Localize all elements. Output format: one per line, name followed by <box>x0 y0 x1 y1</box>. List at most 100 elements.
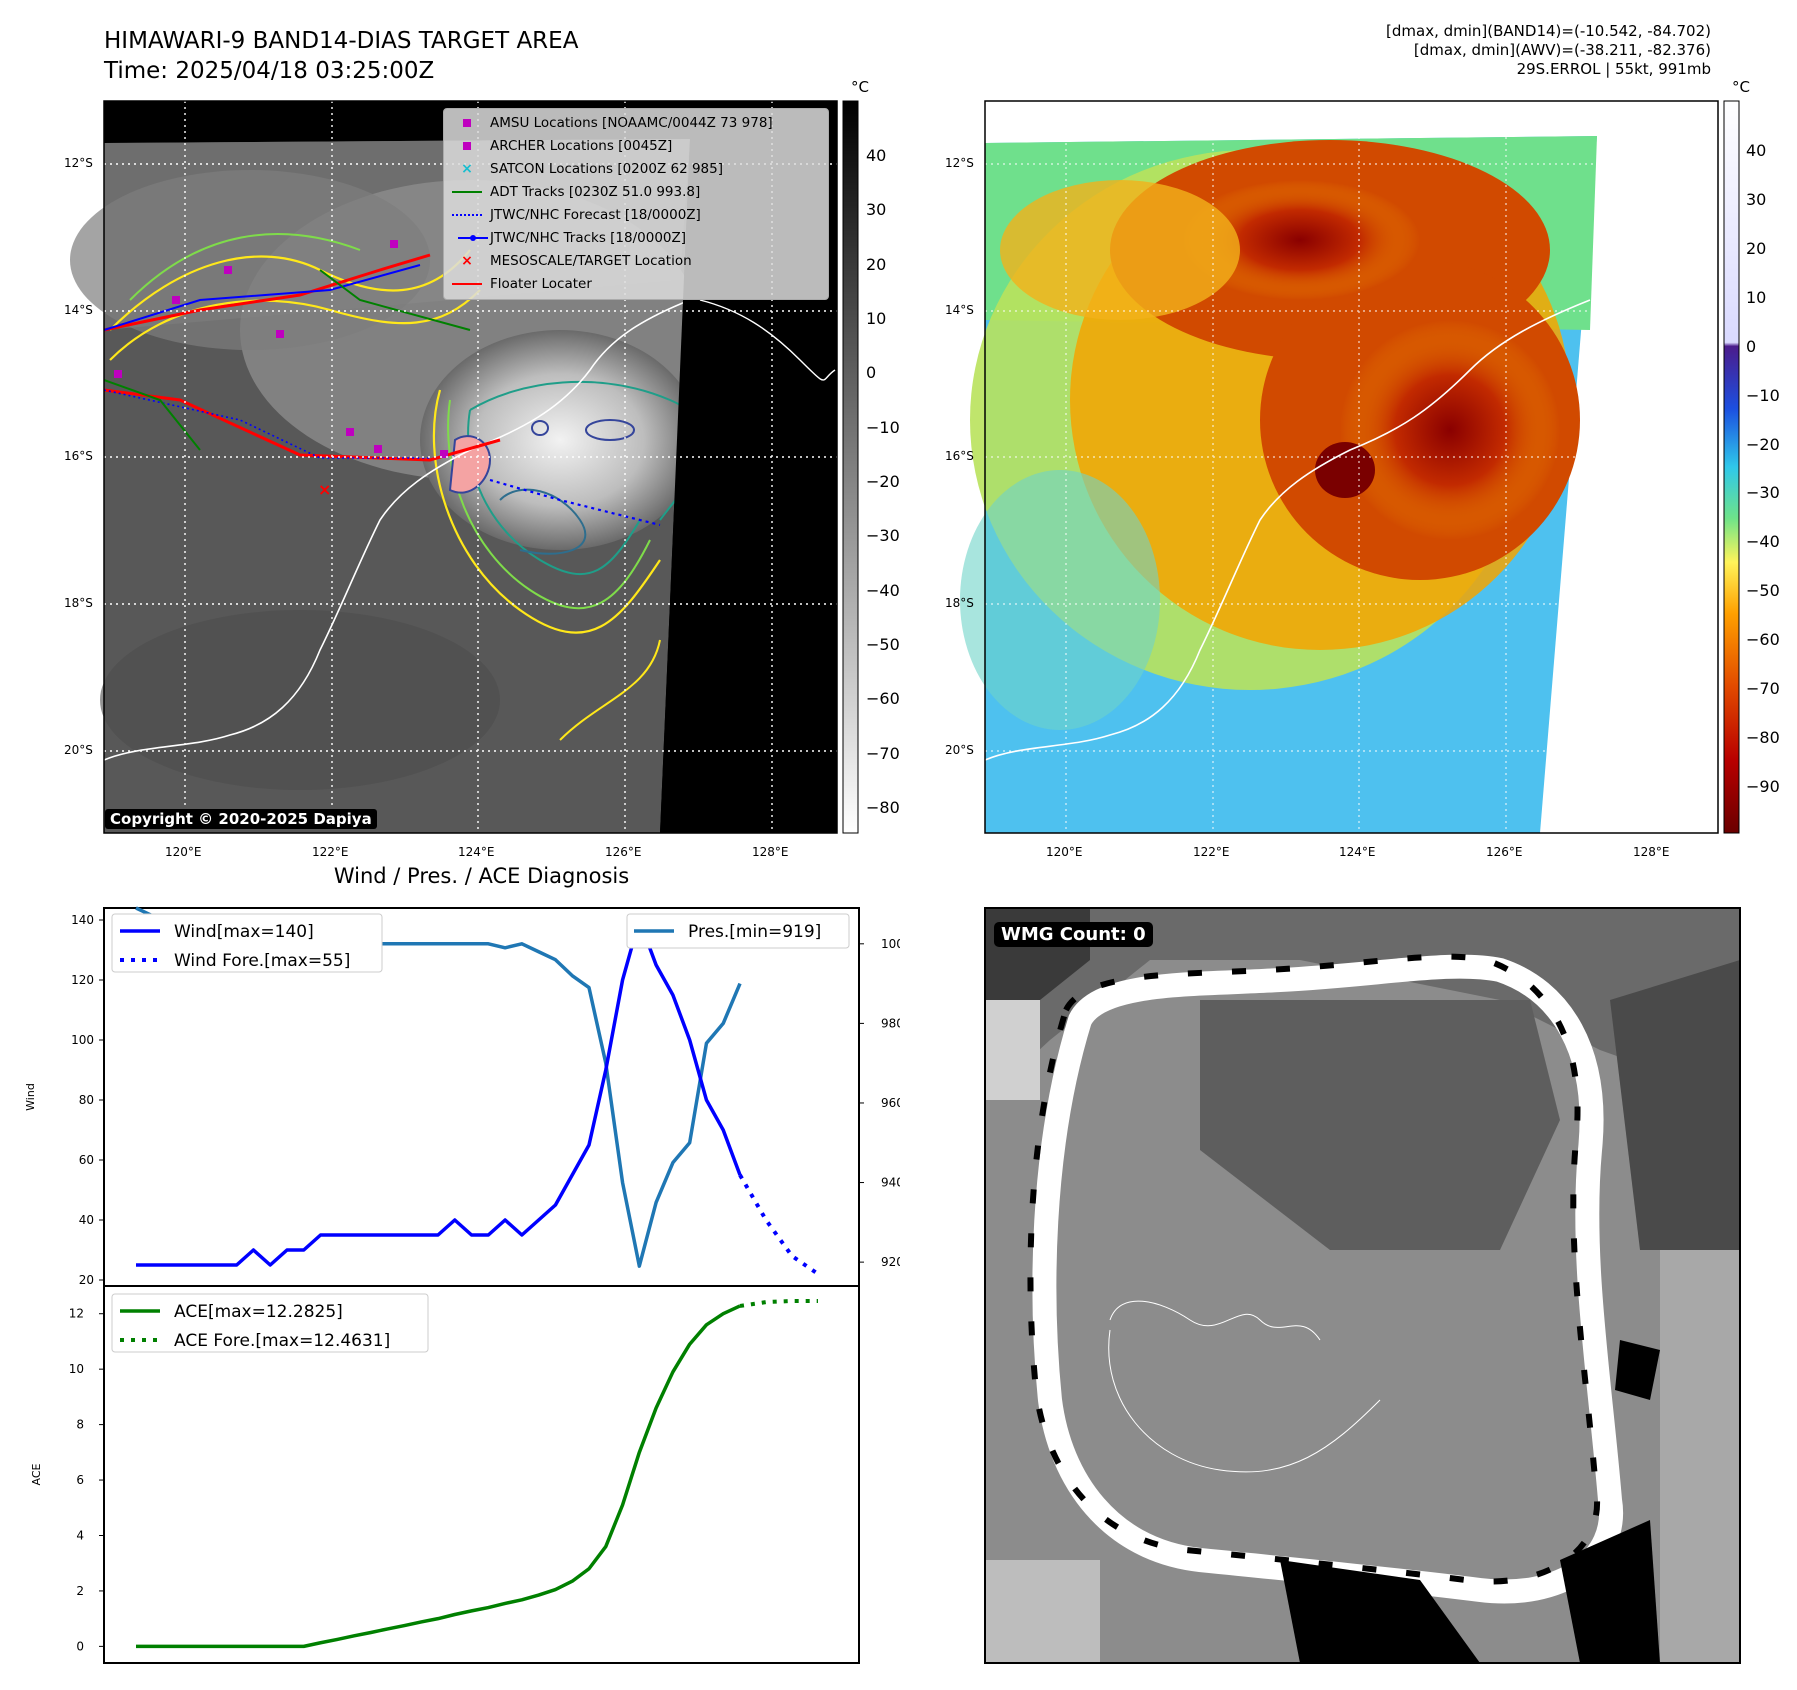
legend-entry: AMSU Locations [NOAAMC/0044Z 73 978] <box>450 113 773 133</box>
colorbar-tick: −70 <box>1746 679 1780 699</box>
colorbar-tick: −20 <box>866 472 900 491</box>
ace-legend-box <box>111 1293 429 1353</box>
ace-tick-label: 10 <box>69 1362 84 1376</box>
legend-label: JTWC/NHC Tracks [18/0000Z] <box>490 230 687 246</box>
pressure-legend-box <box>626 913 850 949</box>
wind-tick-label: 80 <box>79 1093 94 1107</box>
svg-text:×: × <box>318 480 331 499</box>
colorbar-tick: 30 <box>866 200 887 220</box>
ace-legend-label: ACE[max=12.2825] <box>174 1302 343 1322</box>
colorbar-tick: −50 <box>866 635 900 654</box>
legend-marker-icon <box>450 207 484 223</box>
wind-tick-label: 40 <box>79 1213 94 1227</box>
legend-marker-icon <box>450 276 484 292</box>
lat-label: 20°S <box>945 743 974 757</box>
info-line-storm: 29S.ERROL | 55kt, 991mb <box>1516 60 1711 78</box>
wind-legend-label: Wind[max=140] <box>174 922 314 942</box>
wind-axis-label: Wind <box>24 1083 37 1111</box>
lon-label: 128°E <box>752 845 789 859</box>
ace-tick-label: 0 <box>76 1639 84 1653</box>
ace-tick-label: 2 <box>76 1584 84 1598</box>
legend-marker-icon <box>450 230 488 246</box>
lon-label: 122°E <box>312 845 349 859</box>
wind-tick-label: 120 <box>71 973 94 987</box>
info-line-awv: [dmax, dmin](AWV)=(-38.211, -82.376) <box>1413 41 1711 59</box>
colorbar-tick: 40 <box>866 146 887 165</box>
colorbar-tick: 30 <box>1746 189 1767 209</box>
wind-tick-label: 140 <box>71 913 94 927</box>
ace-series-line <box>136 1304 741 1649</box>
legend-entry: Floater Locater <box>450 274 592 294</box>
legend-label: Floater Locater <box>490 276 592 292</box>
legend-label: AMSU Locations [NOAAMC/0044Z 73 978] <box>490 115 773 131</box>
ace-tick-label: 6 <box>76 1473 84 1487</box>
diagnosis-chart: 20406080100120140Wind9209409609801000Pre… <box>24 906 900 1664</box>
copyright-label: Copyright © 2020-2025 Dapiya <box>105 809 377 829</box>
colorbar-tick: −80 <box>866 798 900 817</box>
lon-label: 124°E <box>458 845 495 859</box>
pressure-tick-label: 960 <box>881 1096 900 1110</box>
ace-forecast-legend-label: ACE Fore.[max=12.4631] <box>174 1331 390 1351</box>
legend-label: ARCHER Locations [0045Z] <box>490 138 673 154</box>
colorbar-tick: −80 <box>1746 728 1780 748</box>
wmg-count-badge: WMG Count: 0 <box>994 922 1153 947</box>
pressure-legend-label: Pres.[min=919] <box>688 922 821 942</box>
legend-label: SATCON Locations [0200Z 62 985] <box>490 161 723 177</box>
wind-tick-label: 100 <box>71 1033 94 1047</box>
colorbar-tick: −50 <box>1746 581 1780 601</box>
header-info: [dmax, dmin](BAND14)=(-10.542, -84.702) … <box>1386 22 1711 79</box>
colorbar-tick: −70 <box>866 743 900 763</box>
colorbar-tick: 10 <box>1746 287 1767 307</box>
colorbar-tick: −20 <box>1746 434 1780 454</box>
pressure-tick-label: 940 <box>881 1176 900 1190</box>
ir-map-legend: AMSU Locations [NOAAMC/0044Z 73 978] ARCH… <box>443 108 829 300</box>
colorbar-tick: −90 <box>1746 777 1780 796</box>
awv-map-panel <box>960 100 1740 834</box>
legend-marker-icon: × <box>461 161 473 177</box>
lat-label: 20°S <box>64 743 93 757</box>
colorbar-tick: 20 <box>1746 238 1767 258</box>
colorbar-tick: 40 <box>1746 141 1767 160</box>
lat-label: 16°S <box>945 449 974 463</box>
colorbar-tick: −40 <box>1746 532 1780 552</box>
lon-label: 124°E <box>1339 845 1376 859</box>
legend-entry: × SATCON Locations [0200Z 62 985] <box>450 159 723 179</box>
legend-marker-icon <box>450 138 484 154</box>
pressure-tick-label: 1000 <box>881 937 900 951</box>
header-title-line2: Time: 2025/04/18 03:25:00Z <box>104 58 435 84</box>
ir-map-panel: × <box>70 100 859 834</box>
wind-tick-label: 20 <box>79 1273 94 1287</box>
lat-label: 14°S <box>64 303 93 317</box>
lat-label: 16°S <box>64 449 93 463</box>
legend-entry: ADT Tracks [0230Z 51.0 993.8] <box>450 182 700 202</box>
wind-legend-box <box>111 913 383 973</box>
lon-label: 120°E <box>1046 845 1083 859</box>
lat-label: 12°S <box>945 156 974 170</box>
ace-forecast-series-line <box>739 1298 818 1308</box>
legend-label: ADT Tracks [0230Z 51.0 993.8] <box>490 184 701 200</box>
pressure-tick-label: 980 <box>881 1016 900 1030</box>
ace-tick-label: 4 <box>76 1528 84 1542</box>
colorbar-tick: −40 <box>866 580 900 600</box>
colorbar-tick: −10 <box>1746 385 1780 405</box>
legend-marker-icon <box>450 184 484 200</box>
lon-label: 128°E <box>1633 845 1670 859</box>
legend-marker-icon: × <box>461 253 473 269</box>
colorbar-tick: −30 <box>1746 483 1780 503</box>
wind-forecast-series-line <box>738 1173 820 1276</box>
colorbar-tick: 0 <box>1746 336 1757 356</box>
colorbar-tick: −60 <box>866 689 900 709</box>
ir-colorbar-unit: °C <box>851 78 869 96</box>
ace-tick-label: 8 <box>76 1418 84 1432</box>
wind-forecast-legend-label: Wind Fore.[max=55] <box>174 951 350 971</box>
header-title-line1: HIMAWARI-9 BAND14-DIAS TARGET AREA <box>104 28 579 54</box>
wmg-panel <box>984 907 1741 1664</box>
colorbar-tick: 20 <box>866 254 887 274</box>
lon-label: 122°E <box>1193 845 1230 859</box>
ace-axis-label: ACE <box>30 1463 43 1485</box>
lat-label: 18°S <box>64 596 93 610</box>
legend-entry: JTWC/NHC Tracks [18/0000Z] <box>450 228 686 248</box>
legend-entry: × MESOSCALE/TARGET Location <box>450 251 692 271</box>
chart-title: Wind / Pres. / ACE Diagnosis <box>333 864 630 888</box>
ace-tick-label: 12 <box>69 1307 84 1321</box>
